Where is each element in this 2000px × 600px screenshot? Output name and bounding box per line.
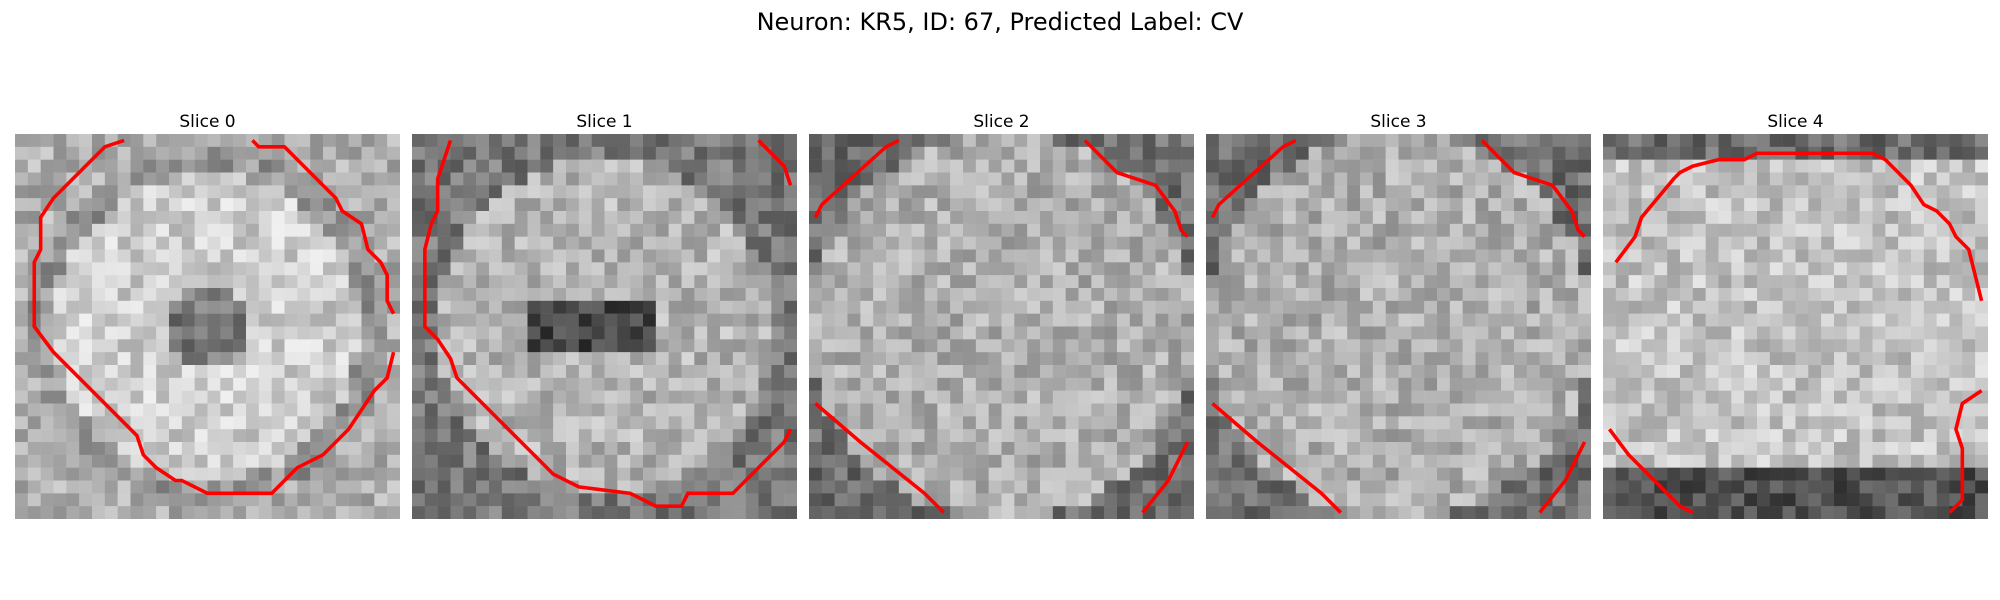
- segmentation-contour: [32, 138, 396, 496]
- slice-title: Slice 2: [973, 112, 1030, 132]
- slice-panel-3: Slice 3: [1206, 110, 1591, 519]
- slice-image: [412, 134, 797, 519]
- segmentation-contour: [757, 139, 793, 186]
- segmentation-contour: [1607, 428, 1694, 515]
- slice-title: Slice 3: [1370, 112, 1427, 132]
- slice-panel-1: Slice 1: [412, 110, 797, 519]
- segmentation-contour: [1948, 389, 1983, 514]
- slice-panel-4: Slice 4: [1603, 110, 1988, 519]
- slice-image: [809, 134, 1194, 519]
- figure-title: Neuron: KR5, ID: 67, Predicted Label: CV: [756, 8, 1244, 36]
- slice-title: Slice 0: [179, 112, 236, 132]
- segmentation-contour: [1083, 139, 1189, 238]
- slice-panel-0: Slice 0: [15, 110, 400, 519]
- segmentation-contour: [1210, 138, 1297, 219]
- slice-panel-2: Slice 2: [809, 110, 1194, 519]
- segmentation-contour: [423, 139, 793, 508]
- slice-image: [1206, 134, 1591, 519]
- segmentation-contour: [1538, 441, 1587, 514]
- segmentation-contour: [1480, 139, 1586, 238]
- segmentation-contour: [1141, 441, 1190, 514]
- slice-image: [15, 134, 400, 519]
- segmentation-contour: [251, 139, 396, 315]
- slice-image: [1603, 134, 1988, 519]
- slice-title: Slice 4: [1767, 112, 1824, 132]
- segmentation-contour: [813, 138, 900, 219]
- segmentation-contour: [1211, 402, 1343, 514]
- segmentation-contour: [814, 402, 946, 514]
- segmentation-contour: [1614, 151, 1984, 302]
- slice-title: Slice 1: [576, 112, 633, 132]
